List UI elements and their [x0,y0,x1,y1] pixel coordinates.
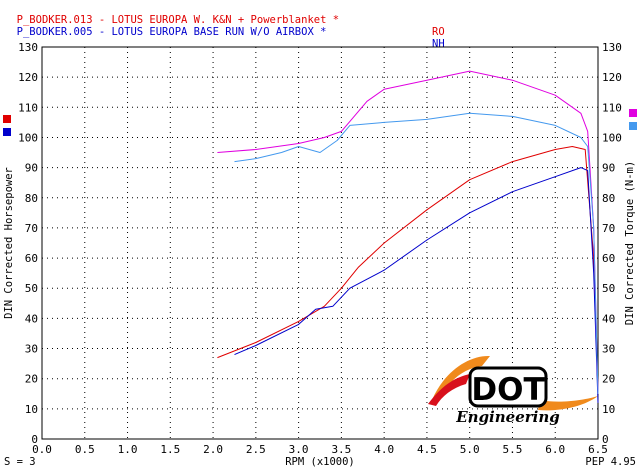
y-tick-label-left: 40 [25,312,38,325]
x-tick-label: 2.5 [246,443,266,456]
y-tick-label-right: 130 [602,41,622,54]
y-tick-label-right: 50 [602,282,615,295]
x-tick-label: 0.0 [32,443,52,456]
y-tick-label-left: 20 [25,373,38,386]
series-line-1 [217,146,599,394]
y-tick-label-left: 30 [25,343,38,356]
y-tick-label-left: 110 [18,101,38,114]
logo-swoosh-red [428,374,470,406]
y-tick-label-right: 110 [602,101,622,114]
run-title-1: P_BODKER.013 - LOTUS EUROPA W. K&N + Pow… [16,14,340,26]
plot-frame [41,46,599,440]
legend-swatch-right-1 [629,109,637,117]
y-tick-label-left: 50 [25,282,38,295]
x-tick-label: 0.5 [75,443,95,456]
series-line-2 [234,167,599,403]
run-title-2: P_BODKER.005 - LOTUS EUROPA BASE RUN W/O… [16,26,327,38]
x-tick-label: 5.5 [503,443,523,456]
x-tick-label: 1.0 [118,443,138,456]
x-tick-label: 6.5 [588,443,608,456]
legend-swatches [3,109,637,136]
y-axis-label-left: DIN Corrected Horsepower [3,167,15,319]
logo-sub: Engineering [455,408,560,426]
run-tag-1: RO [432,26,445,38]
y-tick-label-left: 10 [25,403,38,416]
x-tick-label: 3.0 [289,443,309,456]
x-tick-label: 3.5 [331,443,351,456]
series-group [217,70,599,403]
series-line-4 [234,112,599,394]
x-tick-label: 5.0 [460,443,480,456]
y-tick-label-left: 0 [31,433,38,446]
y-axis-label-right: DIN Corrected Torque (N-m) [624,161,636,325]
y-tick-label-right: 80 [602,192,615,205]
y-tick-label-right: 90 [602,162,615,175]
y-tick-label-left: 100 [18,131,38,144]
x-axis-label: RPM (x1000) [285,456,355,468]
dot-engineering-logo: DOT Engineering [428,355,598,426]
y-tick-label-right: 60 [602,252,615,265]
y-tick-label-right: 10 [602,403,615,416]
header-line-2: P_BODKER.005 - LOTUS EUROPA BASE RUN W/O… [4,14,445,50]
grid [42,47,598,439]
header-line-1: P_BODKER.013 - LOTUS EUROPA W. K&N + Pow… [4,2,445,38]
y-tick-label-left: 80 [25,192,38,205]
y-tick-label-left: 60 [25,252,38,265]
logo-box [468,366,548,408]
y-tick-label-left: 130 [18,41,38,54]
y-tick-label-left: 90 [25,162,38,175]
y-tick-label-left: 120 [18,71,38,84]
legend-swatch-left-2 [3,128,11,136]
smoothing-label: S = 3 [4,456,36,468]
pep-label: PEP 4.95 [585,456,636,468]
legend-swatch-left-1 [3,115,11,123]
legend-swatch-right-2 [629,122,637,130]
y-tick-label-left: 70 [25,222,38,235]
y-tick-label-right: 120 [602,71,622,84]
y-tick-label-right: 100 [602,131,622,144]
x-tick-label: 4.0 [374,443,394,456]
x-tick-label: 4.5 [417,443,437,456]
tick-labels: 0.0 0.5 1.0 1.5 2.0 2.5 3.0 3.5 4.0 4.5 5.0 5.5 6.0 6… [18,41,622,456]
y-tick-label-right: 40 [602,312,615,325]
series-line-3 [217,70,599,394]
x-tick-label: 1.5 [160,443,180,456]
y-tick-label-right: 0 [602,433,609,446]
logo-swoosh-orange-2 [538,396,598,411]
x-tick-label: 6.0 [545,443,565,456]
y-tick-label-right: 20 [602,373,615,386]
x-tick-label: 2.0 [203,443,223,456]
y-tick-label-right: 70 [602,222,615,235]
y-tick-label-right: 30 [602,343,615,356]
logo-name: DOT [471,372,544,408]
